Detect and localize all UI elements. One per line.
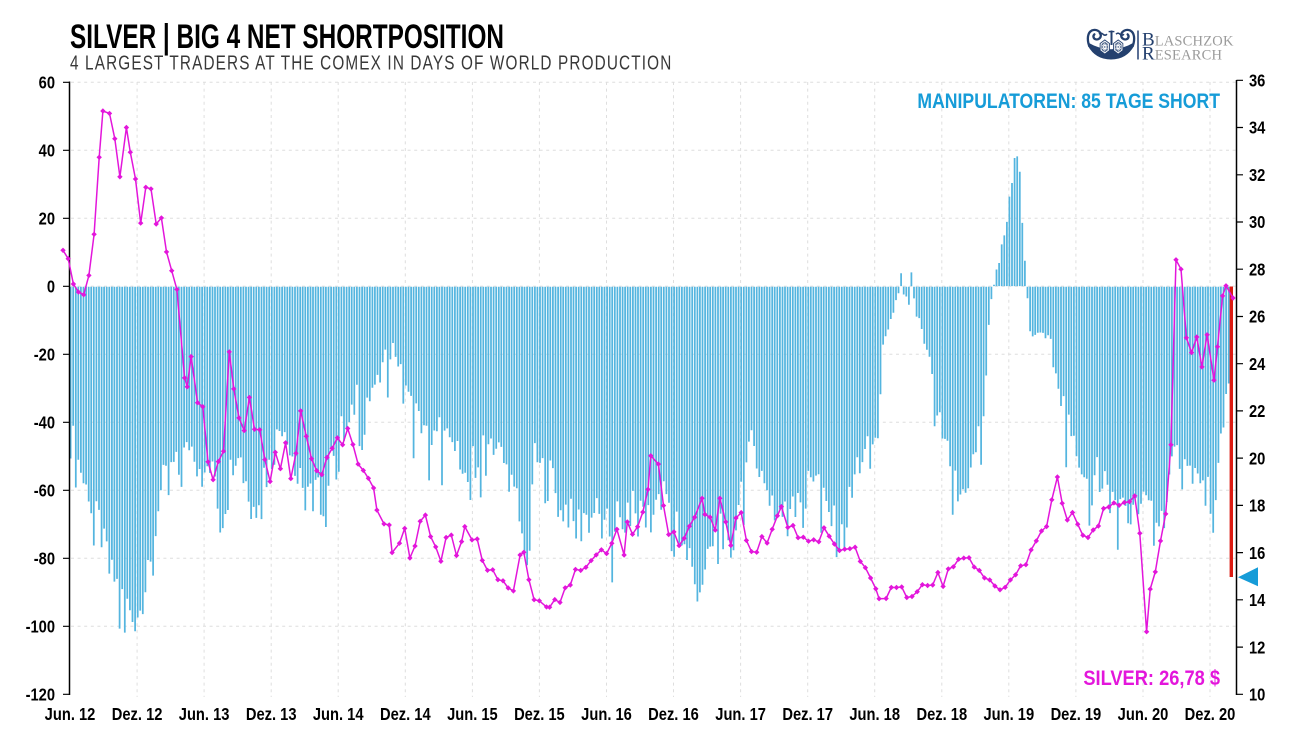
- svg-text:34: 34: [1249, 119, 1265, 138]
- svg-text:20: 20: [1249, 449, 1265, 468]
- svg-text:18: 18: [1249, 496, 1265, 515]
- svg-text:Jun. 15: Jun. 15: [447, 705, 498, 724]
- svg-text:Dez. 18: Dez. 18: [916, 705, 967, 724]
- svg-text:Jun. 14: Jun. 14: [313, 705, 364, 724]
- svg-text:-100: -100: [26, 617, 55, 636]
- svg-text:16: 16: [1249, 544, 1265, 563]
- svg-text:Dez. 16: Dez. 16: [648, 705, 699, 724]
- svg-text:-40: -40: [34, 413, 55, 432]
- svg-text:4 LARGEST TRADERS AT THE COMEX: 4 LARGEST TRADERS AT THE COMEX IN DAYS O…: [70, 52, 672, 74]
- svg-text:32: 32: [1249, 166, 1265, 185]
- svg-text:12: 12: [1249, 638, 1265, 657]
- svg-text:28: 28: [1249, 260, 1265, 279]
- svg-text:22: 22: [1249, 402, 1265, 421]
- svg-text:-60: -60: [34, 481, 55, 500]
- svg-text:Jun. 12: Jun. 12: [45, 705, 96, 724]
- svg-text:Dez. 15: Dez. 15: [514, 705, 565, 724]
- svg-text:Dez. 12: Dez. 12: [112, 705, 163, 724]
- svg-text:Dez. 20: Dez. 20: [1185, 705, 1236, 724]
- svg-text:-120: -120: [26, 685, 55, 704]
- svg-text:BLASCHZOK: BLASCHZOK: [1142, 30, 1234, 51]
- svg-text:Dez. 13: Dez. 13: [246, 705, 297, 724]
- svg-text:30: 30: [1249, 213, 1265, 232]
- svg-text:SILVER: 26,78 $: SILVER: 26,78 $: [1083, 667, 1220, 690]
- svg-text:40: 40: [39, 141, 55, 160]
- svg-text:RESEARCH: RESEARCH: [1142, 44, 1222, 65]
- svg-text:-20: -20: [34, 345, 55, 364]
- svg-text:36: 36: [1249, 71, 1265, 90]
- svg-text:60: 60: [39, 73, 55, 92]
- svg-text:Jun. 20: Jun. 20: [1118, 705, 1169, 724]
- svg-text:Jun. 17: Jun. 17: [715, 705, 766, 724]
- svg-text:Dez. 19: Dez. 19: [1051, 705, 1102, 724]
- svg-text:SILVER | BIG 4 NET SHORTPOSITI: SILVER | BIG 4 NET SHORTPOSITION: [70, 18, 504, 56]
- svg-text:Jun. 18: Jun. 18: [849, 705, 900, 724]
- svg-text:Jun. 16: Jun. 16: [581, 705, 632, 724]
- svg-text:14: 14: [1249, 591, 1265, 610]
- svg-text:-80: -80: [34, 549, 55, 568]
- svg-text:Dez. 17: Dez. 17: [782, 705, 833, 724]
- svg-text:20: 20: [39, 209, 55, 228]
- svg-text:0: 0: [47, 277, 55, 296]
- svg-text:Jun. 19: Jun. 19: [983, 705, 1034, 724]
- svg-text:10: 10: [1249, 685, 1265, 704]
- svg-text:24: 24: [1249, 355, 1265, 374]
- svg-text:Dez. 14: Dez. 14: [380, 705, 431, 724]
- svg-text:Jun. 13: Jun. 13: [179, 705, 230, 724]
- svg-text:MANIPULATOREN: 85 TAGE SHORT: MANIPULATOREN: 85 TAGE SHORT: [917, 89, 1220, 113]
- svg-text:26: 26: [1249, 308, 1265, 327]
